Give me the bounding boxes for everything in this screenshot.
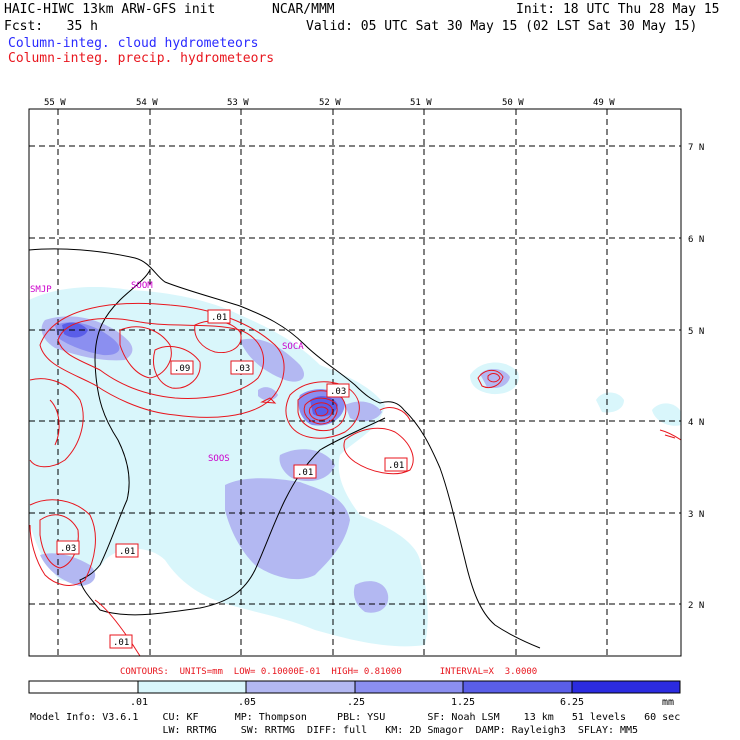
contour-labels: .01 .09 .03 .03 .01 .01 .03 .01 .01 — [56, 309, 408, 649]
lon-label: 53 W — [227, 98, 249, 108]
init-time: Init: 18 UTC Thu 28 May 15 — [516, 2, 720, 17]
lat-label: 6 N — [688, 235, 704, 245]
contour-label-box: .03 — [326, 383, 350, 398]
contour-label-box: .03 — [56, 540, 80, 555]
valid-time: Valid: 05 UTC Sat 30 May 15 (02 LST Sat … — [306, 19, 698, 34]
colorbar-tick-label: .01 — [130, 697, 148, 708]
model-info-line2: LW: RRTMG SW: RRTMG DIFF: full KM: 2D Sm… — [30, 725, 639, 736]
lon-label: 51 W — [410, 98, 432, 108]
coastline — [29, 248, 541, 649]
lat-label: 7 N — [688, 143, 704, 153]
contour-info: CONTOURS: UNITS=mm LOW= 0.10000E-01 HIGH… — [120, 667, 538, 677]
svg-text:.01: .01 — [119, 547, 135, 557]
colorbar-unit: mm — [662, 697, 674, 708]
field-cloud-label: Column-integ. cloud hydrometeors — [8, 36, 259, 51]
contour-label-box: .01 — [109, 634, 133, 649]
lat-labels: 7 N 6 N 5 N 4 N 3 N 2 N — [688, 143, 704, 611]
contour-label-box: .01 — [115, 543, 139, 558]
station-label: SOOM — [131, 281, 153, 291]
field-precip-label: Column-integ. precip. hydrometeors — [8, 51, 275, 66]
colorbar-tick-label: .25 — [347, 697, 365, 708]
model-title: HAIC-HIWC 13km ARW-GFS init — [4, 2, 216, 17]
lat-label: 2 N — [688, 601, 704, 611]
cloud-shading — [29, 287, 681, 647]
lat-label: 4 N — [688, 418, 704, 428]
lon-label: 49 W — [593, 98, 615, 108]
svg-text:.01: .01 — [113, 638, 129, 648]
lat-label: 3 N — [688, 510, 704, 520]
contour-label-box: .09 — [170, 360, 194, 375]
station-label: SOOS — [208, 454, 230, 464]
station-label: SMJP — [30, 285, 52, 295]
lat-lon-grid — [29, 109, 681, 656]
svg-text:.03: .03 — [234, 364, 250, 374]
org-label: NCAR/MMM — [272, 2, 335, 17]
svg-text:.03: .03 — [330, 387, 346, 397]
lon-labels: 55 W 54 W 53 W 52 W 51 W 50 W 49 W — [44, 98, 615, 108]
top-ticks — [57, 109, 608, 115]
lon-label: 50 W — [502, 98, 524, 108]
region-labels: SMJP SOOM SOCA SOOS — [30, 281, 304, 464]
svg-text:.01: .01 — [211, 313, 227, 323]
svg-text:.01: .01 — [388, 461, 404, 471]
lon-label: 54 W — [136, 98, 158, 108]
colorbar-tick-label: 6.25 — [560, 697, 584, 708]
forecast-hour: Fcst: 35 h — [4, 19, 98, 34]
svg-text:.09: .09 — [174, 364, 190, 374]
station-label: SOCA — [282, 342, 304, 352]
contour-label-box: .01 — [293, 464, 317, 479]
map-frame — [28, 108, 682, 657]
colorbar-tick-label: 1.25 — [451, 697, 475, 708]
lon-label: 55 W — [44, 98, 66, 108]
model-info-line1: Model Info: V3.6.1 CU: KF MP: Thompson P… — [30, 712, 681, 723]
svg-text:.03: .03 — [60, 544, 76, 554]
svg-text:.01: .01 — [297, 468, 313, 478]
contour-label-box: .03 — [230, 360, 254, 375]
contour-label-box: .01 — [384, 457, 408, 472]
lon-label: 52 W — [319, 98, 341, 108]
colorbar-tick-label: .05 — [238, 697, 256, 708]
lat-label: 5 N — [688, 327, 704, 337]
contour-label-box: .01 — [207, 309, 231, 324]
colorbar: .01 .05 .25 1.25 6.25 mm — [28, 680, 681, 708]
